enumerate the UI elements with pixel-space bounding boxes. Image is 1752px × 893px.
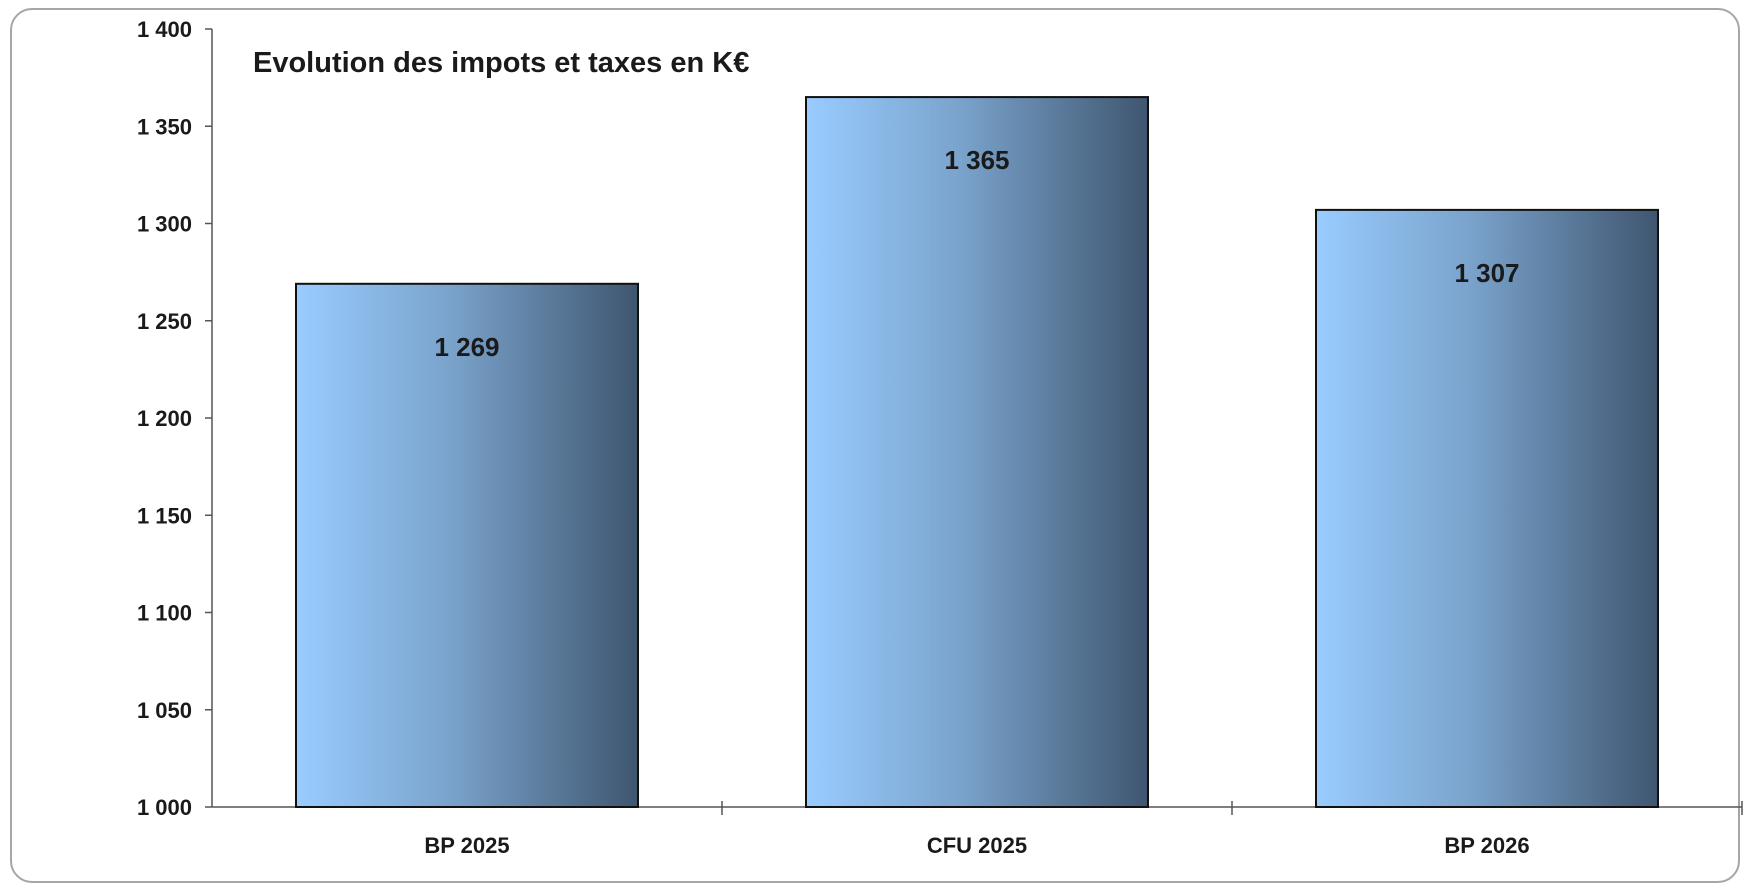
y-tick-label: 1 100 xyxy=(137,601,192,626)
data-label: 1 269 xyxy=(434,332,499,362)
plot-area: 1 000 1 050 1 100 1 150 1 200 1 250 1 300 1 350… xyxy=(137,17,1743,858)
data-label: 1 365 xyxy=(944,145,1009,175)
y-tick-label: 1 150 xyxy=(137,503,192,528)
category-label: CFU 2025 xyxy=(927,833,1027,858)
category-label: BP 2026 xyxy=(1444,833,1529,858)
data-label: 1 307 xyxy=(1454,258,1519,288)
category-label: BP 2025 xyxy=(424,833,509,858)
y-tick-label: 1 250 xyxy=(137,309,192,334)
y-tick-label: 1 000 xyxy=(137,795,192,820)
y-tick-label: 1 300 xyxy=(137,212,192,237)
y-tick-label: 1 400 xyxy=(137,17,192,42)
y-tick-label: 1 200 xyxy=(137,406,192,431)
y-tick-label: 1 350 xyxy=(137,114,192,139)
bar xyxy=(805,96,1149,808)
bar xyxy=(295,282,639,809)
bar xyxy=(1315,208,1659,808)
y-tick-label: 1 050 xyxy=(137,698,192,723)
chart-title: Evolution des impots et taxes en K€ xyxy=(253,47,749,79)
